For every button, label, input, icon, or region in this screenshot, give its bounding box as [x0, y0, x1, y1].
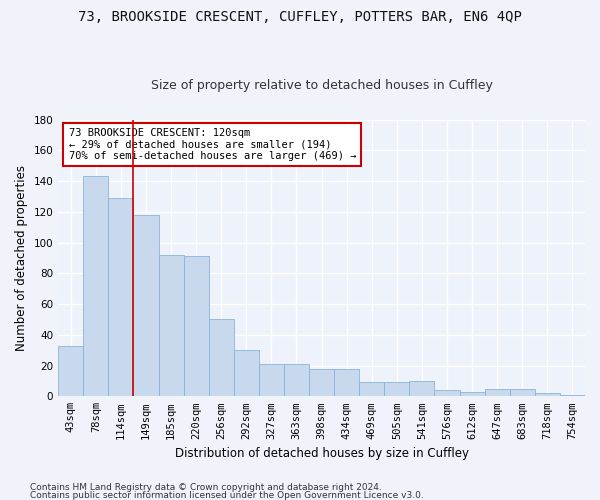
Text: 73 BROOKSIDE CRESCENT: 120sqm
← 29% of detached houses are smaller (194)
70% of : 73 BROOKSIDE CRESCENT: 120sqm ← 29% of d… — [69, 128, 356, 161]
Bar — [485, 388, 510, 396]
Bar — [510, 388, 535, 396]
Bar — [309, 368, 334, 396]
Y-axis label: Number of detached properties: Number of detached properties — [15, 165, 28, 351]
Bar — [133, 215, 158, 396]
Bar — [535, 393, 560, 396]
Text: Contains HM Land Registry data © Crown copyright and database right 2024.: Contains HM Land Registry data © Crown c… — [30, 484, 382, 492]
Bar — [334, 368, 359, 396]
Bar — [83, 176, 109, 396]
Bar — [409, 381, 434, 396]
Bar — [434, 390, 460, 396]
Bar — [58, 346, 83, 397]
Bar — [109, 198, 133, 396]
Bar — [560, 395, 585, 396]
Text: 73, BROOKSIDE CRESCENT, CUFFLEY, POTTERS BAR, EN6 4QP: 73, BROOKSIDE CRESCENT, CUFFLEY, POTTERS… — [78, 10, 522, 24]
Text: Contains public sector information licensed under the Open Government Licence v3: Contains public sector information licen… — [30, 491, 424, 500]
Bar — [158, 255, 184, 396]
Bar — [460, 392, 485, 396]
Bar — [359, 382, 385, 396]
X-axis label: Distribution of detached houses by size in Cuffley: Distribution of detached houses by size … — [175, 447, 469, 460]
Bar — [209, 320, 234, 396]
Bar — [184, 256, 209, 396]
Bar — [385, 382, 409, 396]
Bar — [259, 364, 284, 396]
Bar — [234, 350, 259, 397]
Bar — [284, 364, 309, 396]
Title: Size of property relative to detached houses in Cuffley: Size of property relative to detached ho… — [151, 79, 493, 92]
